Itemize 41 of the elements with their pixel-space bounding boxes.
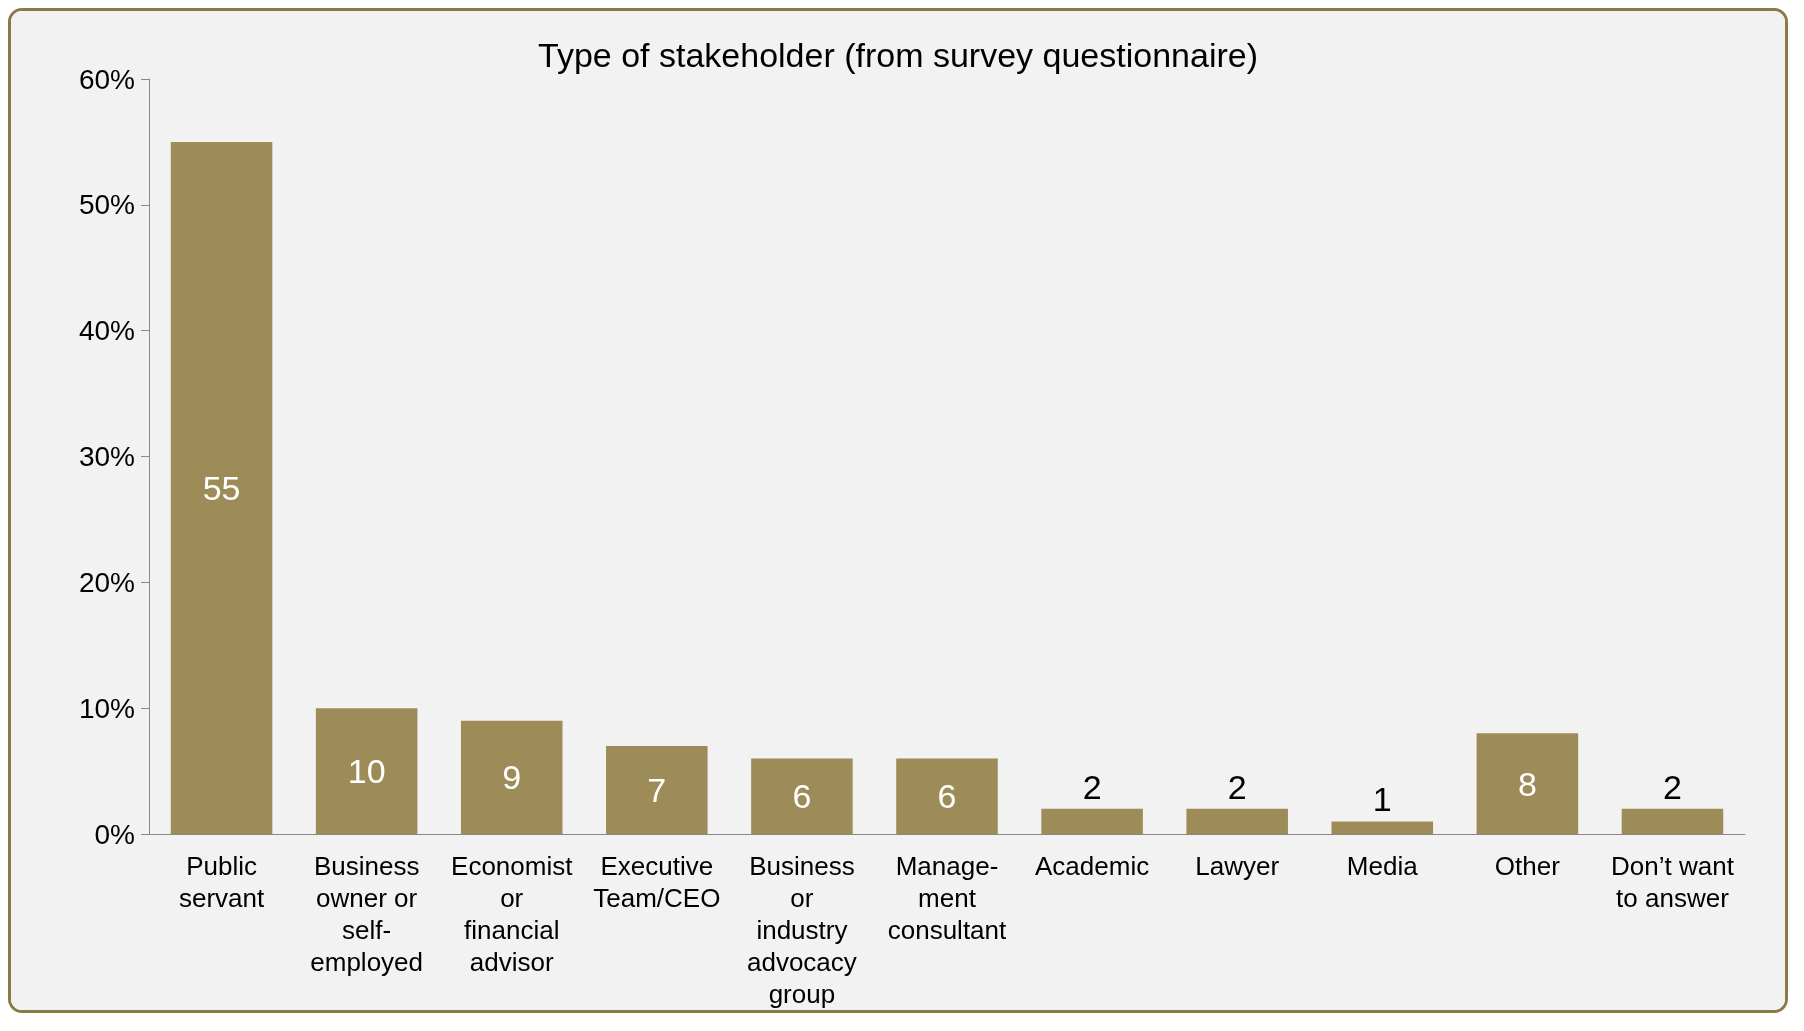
x-tick-label: Business or industry advocacy group <box>746 851 857 1009</box>
x-tick-label: Manage-ment consultant <box>887 851 1008 945</box>
x-tick-label: Economist or financial advisor <box>451 851 574 977</box>
bar <box>460 720 563 834</box>
data-label: 9 <box>502 758 522 797</box>
data-label: 1 <box>1372 780 1392 819</box>
y-tick-label: 50% <box>78 189 135 221</box>
data-label: 10 <box>347 752 386 791</box>
bar <box>606 745 708 834</box>
bar <box>170 141 273 834</box>
y-tick-label: 0% <box>94 818 135 850</box>
data-label: 2 <box>1227 767 1247 806</box>
bar <box>896 758 998 834</box>
x-tick-label: Executive Team/CEO <box>593 851 721 913</box>
x-tick-label: Academic <box>1035 851 1150 881</box>
data-label: 2 <box>1662 767 1682 806</box>
bar <box>1186 808 1288 834</box>
data-label: 2 <box>1082 767 1102 806</box>
data-label: 8 <box>1517 764 1537 803</box>
y-tick-label: 20% <box>78 566 135 598</box>
bar <box>1476 733 1579 834</box>
x-tick-label: Other <box>1494 851 1561 881</box>
data-label: 7 <box>647 770 667 809</box>
y-tick-label: 30% <box>78 441 135 472</box>
data-label: 55 <box>202 468 241 507</box>
x-tick-label: Lawyer <box>1195 851 1280 881</box>
y-tick-label: 60% <box>78 63 135 95</box>
y-tick-label: 10% <box>78 692 135 724</box>
x-tick-label: Business owner or self-employed <box>310 851 423 977</box>
bar <box>751 758 853 834</box>
y-tick-label: 40% <box>78 315 135 347</box>
x-tick-label: Public servant <box>178 851 265 913</box>
bar <box>1331 821 1434 834</box>
chart-title: Type of stakeholder (from survey questionnaire) <box>537 36 1259 74</box>
bar <box>315 708 418 834</box>
x-tick-label: Media <box>1346 851 1419 881</box>
x-tick-label: Don’t want to answer <box>1611 851 1735 913</box>
bar <box>1621 808 1724 834</box>
data-label: 6 <box>792 777 812 816</box>
bar <box>1041 808 1143 834</box>
data-label: 6 <box>937 777 957 816</box>
